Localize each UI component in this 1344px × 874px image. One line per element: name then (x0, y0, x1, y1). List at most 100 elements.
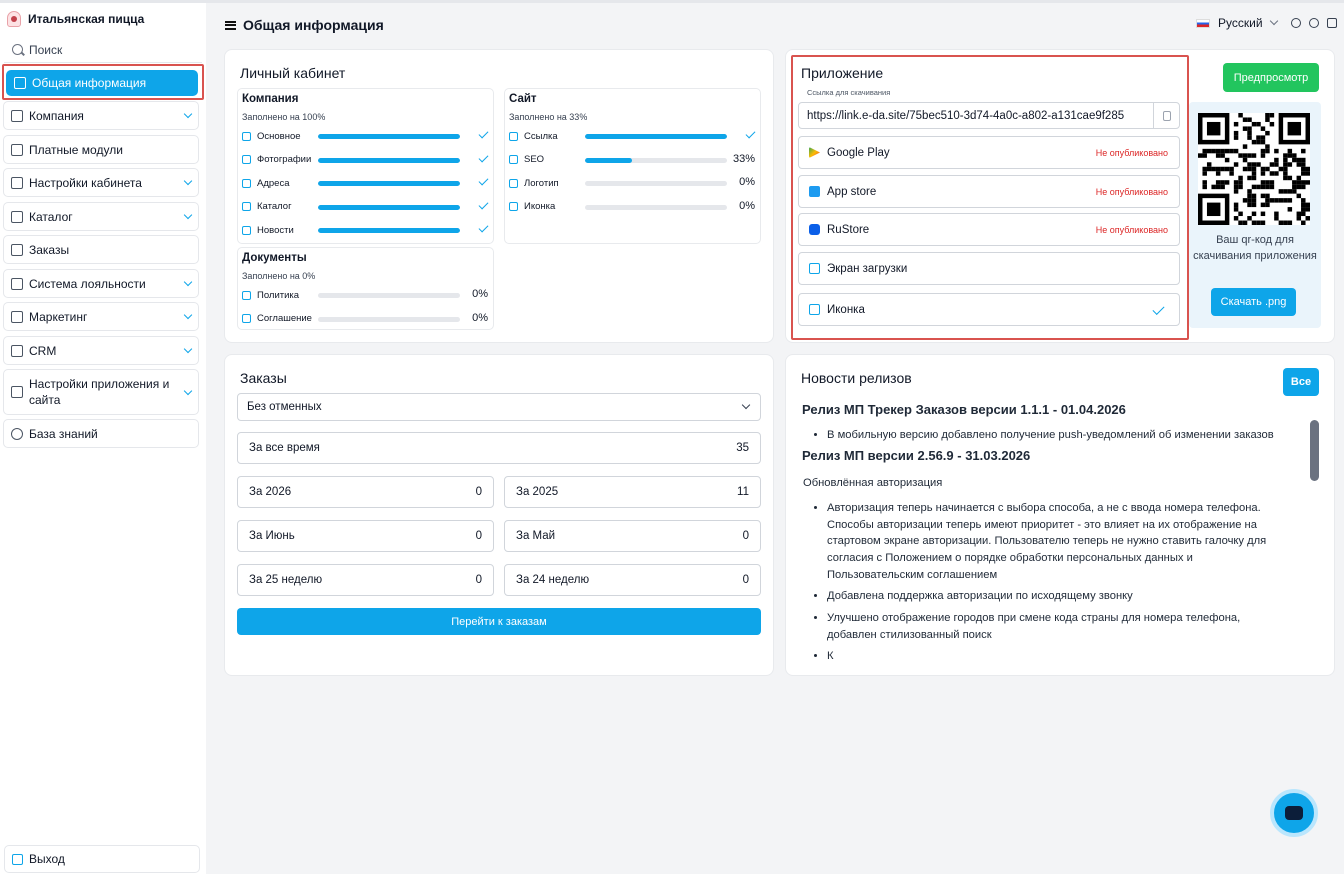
progress-bar (318, 134, 460, 139)
splash-screen-item[interactable]: Экран загрузки (798, 252, 1180, 285)
store-google-play[interactable]: Google Play Не опубликовано (798, 136, 1180, 169)
user-icon[interactable] (1308, 18, 1319, 28)
search-input[interactable]: Поиск (4, 37, 202, 63)
section-icon (242, 290, 251, 300)
sidebar-item-company[interactable]: Компания (3, 101, 199, 130)
store-label: RuStore (827, 223, 870, 236)
sidebar-item-marketing[interactable]: Маркетинг (3, 302, 199, 331)
sidebar-item-cabinet-settings[interactable]: Настройки кабинета (3, 168, 199, 197)
section-icon (242, 225, 251, 235)
release-item: В мобильную версию добавлено получение p… (827, 427, 1306, 444)
progress-label: Каталог (257, 201, 292, 212)
progress-fill (318, 134, 460, 139)
orders-stat[interactable]: За 25 неделю 0 (237, 564, 494, 596)
orders-filter-select[interactable]: Без отменных (237, 393, 761, 421)
sidebar-item-general-info[interactable]: Общая информация (6, 70, 198, 96)
orders-stat[interactable]: За Июнь 0 (237, 520, 494, 552)
header-actions: Русский (1196, 16, 1337, 30)
chevron-down-icon (1269, 16, 1278, 26)
all-news-button[interactable]: Все (1283, 368, 1319, 396)
progress-label: Соглашение (257, 313, 312, 324)
stat-value: 0 (475, 574, 482, 586)
store-label: Google Play (827, 146, 890, 159)
progress-fill (585, 157, 632, 163)
moon-icon[interactable] (1290, 18, 1301, 28)
site-subtitle: Заполнено на 33% (509, 112, 588, 122)
stat-value: 11 (737, 486, 749, 498)
store-app-store[interactable]: App store Не опубликовано (798, 175, 1180, 208)
progress-bar (585, 157, 727, 163)
sidebar-item-app-settings[interactable]: Настройки приложения и сайта (3, 369, 199, 415)
progress-row: Фотографии (242, 153, 319, 167)
sidebar-item-crm[interactable]: CRM (3, 336, 199, 365)
progress-bar (318, 228, 460, 233)
progress-bar (585, 204, 727, 210)
cabinet-title: Личный кабинет (240, 65, 346, 81)
news-card (785, 354, 1335, 676)
marketing-icon (11, 310, 23, 323)
preview-button[interactable]: Предпросмотр (1223, 63, 1319, 92)
sidebar-item-label: Каталог (29, 209, 73, 224)
orders-stat[interactable]: За 24 неделю 0 (504, 564, 761, 596)
sidebar-item-label: База знаний (29, 426, 98, 441)
logout-icon[interactable] (1326, 18, 1337, 28)
check-icon (478, 222, 489, 233)
sidebar-item-loyalty[interactable]: Система лояльности (3, 269, 199, 298)
logout-button[interactable]: Выход (4, 845, 200, 873)
orders-all-time[interactable]: За все время 35 (237, 432, 761, 464)
orders-stat[interactable]: За 2025 11 (504, 476, 761, 508)
progress-bar (318, 181, 460, 186)
sidebar-item-paid-modules[interactable]: Платные модули (3, 135, 199, 164)
logout-label: Выход (29, 852, 65, 866)
store-rustore[interactable]: RuStore Не опубликовано (798, 213, 1180, 246)
app-icon-item[interactable]: Иконка (798, 293, 1180, 326)
progress-row: Новости (242, 223, 319, 237)
brand[interactable]: Итальянская пицца (7, 11, 144, 27)
store-status: Не опубликовано (1095, 224, 1168, 235)
image-icon (809, 263, 820, 274)
menu-icon[interactable] (225, 20, 236, 30)
chat-button[interactable] (1270, 789, 1318, 837)
check-icon (1152, 302, 1165, 316)
goto-orders-button[interactable]: Перейти к заказам (237, 608, 761, 635)
sidebar-item-knowledge-base[interactable]: База знаний (3, 419, 199, 448)
download-png-button[interactable]: Скачать .png (1211, 288, 1296, 316)
app-settings-icon (11, 386, 23, 398)
progress-label: Ссылка (524, 130, 558, 142)
sidebar-item-catalog[interactable]: Каталог (3, 202, 199, 231)
store-status: Не опубликовано (1095, 186, 1168, 197)
qr-caption: Ваш qr-код для скачивания приложения (1193, 234, 1317, 262)
app-title: Приложение (801, 65, 884, 81)
stat-label: За 24 неделю (516, 574, 590, 586)
news-scrollbar[interactable] (1310, 418, 1319, 658)
orders-stat[interactable]: За 2026 0 (237, 476, 494, 508)
progress-row: Соглашение (242, 312, 319, 326)
highlight-box-app (791, 55, 1189, 340)
progress-value: 0% (739, 199, 755, 212)
store-label: Экран загрузки (827, 262, 908, 275)
sidebar-item-orders[interactable]: Заказы (3, 235, 199, 264)
link-label: Ссылка для скачивания (807, 88, 891, 97)
release-item: Улучшено отображение городов при смене к… (827, 610, 1282, 643)
document-icon (14, 77, 26, 89)
sidebar-item-label: Общая информация (32, 76, 147, 90)
section-icon (509, 202, 518, 211)
check-icon (478, 199, 489, 209)
documents-title: Документы (242, 252, 307, 264)
copy-button[interactable] (1153, 103, 1179, 128)
orders-stat[interactable]: За Май 0 (504, 520, 761, 552)
progress-value: 33% (732, 152, 755, 165)
download-link-field[interactable]: https://link.e-da.site/75bec510-3d74-4a0… (798, 102, 1180, 129)
section-icon (242, 155, 251, 164)
release-intro: Обновлённая авторизация (803, 477, 943, 490)
progress-row: Адреса (242, 176, 319, 190)
stat-label: За Май (516, 530, 556, 542)
progress-row: Основное (242, 129, 319, 143)
store-label: Иконка (827, 303, 865, 316)
loyalty-icon (11, 277, 23, 290)
release-item: К (827, 648, 1306, 665)
check-icon (478, 175, 489, 186)
download-link-value: https://link.e-da.site/75bec510-3d74-4a0… (807, 109, 1125, 122)
language-select[interactable]: Русский (1218, 16, 1263, 30)
scrollbar-thumb[interactable] (1310, 420, 1319, 481)
